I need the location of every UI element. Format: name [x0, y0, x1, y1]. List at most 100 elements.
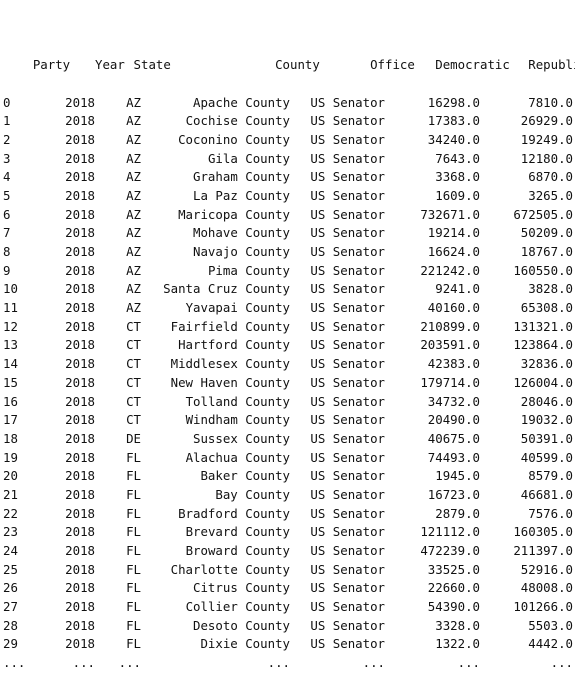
table-row: 17 2018 CT Windham County US Senator 20490.0 1…	[3, 411, 575, 430]
republican-cell: 672505.0	[513, 206, 573, 222]
republican-cell: 46681.0	[520, 486, 573, 502]
ellipsis-cell: ...	[3, 655, 26, 671]
row-index: 4	[3, 169, 11, 185]
county-cell: Mohave County	[193, 225, 290, 241]
republican-cell: 101266.0	[513, 599, 573, 615]
county-cell: Desoto County	[193, 617, 290, 633]
county-cell: La Paz County	[193, 187, 290, 203]
republican-cell: 12180.0	[520, 150, 573, 166]
table-row: 6 2018 AZ Maricopa County US Senator 732671.0…	[3, 206, 575, 225]
state-cell: FL	[126, 580, 141, 596]
row-index: 23	[3, 524, 18, 540]
democratic-cell: 7643.0	[435, 150, 480, 166]
year-cell: 2018	[65, 449, 95, 465]
ellipsis-cell: ...	[72, 655, 95, 671]
office-cell: US Senator	[310, 449, 385, 465]
year-cell: 2018	[65, 374, 95, 390]
state-cell: FL	[126, 524, 141, 540]
republican-cell: 4442.0	[528, 636, 573, 652]
office-cell: US Senator	[310, 225, 385, 241]
year-cell: 2018	[65, 337, 95, 353]
year-cell: 2018	[65, 430, 95, 446]
office-cell: US Senator	[310, 617, 385, 633]
table-row: 13 2018 CT Hartford County US Senator 203591.…	[3, 336, 575, 355]
office-cell: US Senator	[310, 94, 385, 110]
county-cell: Maricopa County	[178, 206, 290, 222]
row-index: 29	[3, 636, 18, 652]
republican-cell: 19249.0	[520, 131, 573, 147]
table-row: 1 2018 AZ Cochise County US Senator 17383.0 26…	[3, 112, 575, 131]
democratic-cell: 22660.0	[427, 580, 480, 596]
table-row: 29 2018 FL Dixie County US Senator 1322.0 4442…	[3, 635, 575, 654]
table-row: 19 2018 FL Alachua County US Senator 74493.0 4…	[3, 449, 575, 468]
republican-cell: 3265.0	[528, 187, 573, 203]
office-cell: US Senator	[310, 430, 385, 446]
office-cell: US Senator	[310, 244, 385, 259]
office-cell: US Senator	[310, 356, 385, 372]
table-row: 7 2018 AZ Mohave County US Senator 19214.0 502…	[3, 224, 575, 243]
state-cell: AZ	[126, 206, 141, 222]
office-cell: US Senator	[310, 300, 385, 316]
row-index: 26	[3, 580, 18, 596]
democratic-cell: 1945.0	[435, 468, 480, 484]
state-cell: CT	[126, 374, 141, 390]
row-index: 0	[3, 94, 11, 110]
year-cell: 2018	[65, 300, 95, 316]
year-cell: 2018	[65, 617, 95, 633]
column-header-state: State	[133, 57, 171, 73]
democratic-cell: 121112.0	[420, 524, 480, 540]
republican-cell: 18767.0	[520, 244, 573, 259]
row-index: 28	[3, 617, 18, 633]
office-cell: US Senator	[310, 318, 385, 334]
table-row: 22 2018 FL Bradford County US Senator 2879.0 7…	[3, 505, 575, 524]
table-row: 27 2018 FL Collier County US Senator 54390.0 1…	[3, 598, 575, 617]
county-cell: Graham County	[193, 169, 290, 185]
table-body: 0 2018 AZ Apache County US Senator 16298.0 781…	[3, 94, 575, 673]
county-cell: Santa Cruz County	[163, 281, 290, 297]
county-cell: Baker County	[200, 468, 290, 484]
democratic-cell: 16298.0	[427, 94, 480, 110]
state-cell: AZ	[126, 244, 141, 259]
table-row: 12 2018 CT Fairfield County US Senator 210899…	[3, 318, 575, 337]
democratic-cell: 20490.0	[427, 412, 480, 428]
column-header-party: Party	[32, 57, 71, 73]
county-cell: Coconino County	[178, 131, 290, 147]
republican-cell: 52916.0	[520, 561, 573, 577]
democratic-cell: 40675.0	[427, 430, 480, 446]
republican-cell: 19032.0	[520, 412, 573, 428]
republican-cell: 28046.0	[520, 393, 573, 409]
year-cell: 2018	[65, 225, 95, 241]
ellipsis-cell: ...	[267, 655, 290, 671]
year-cell: 2018	[65, 281, 95, 297]
table-row: 25 2018 FL Charlotte County US Senator 33525.…	[3, 561, 575, 580]
year-cell: 2018	[65, 524, 95, 540]
row-index: 15	[3, 374, 18, 390]
democratic-cell: 210899.0	[420, 318, 480, 334]
table-row: 16 2018 CT Tolland County US Senator 34732.0 2…	[3, 393, 575, 412]
county-cell: Middlesex County	[170, 356, 290, 372]
ellipsis-cell: ...	[457, 655, 480, 671]
republican-cell: 6870.0	[528, 169, 573, 185]
column-header-republican: Republican	[528, 57, 575, 73]
state-cell: AZ	[126, 262, 141, 278]
democratic-cell: 472239.0	[420, 543, 480, 558]
state-cell: AZ	[126, 150, 141, 166]
county-cell: Brevard County	[185, 524, 290, 540]
row-index: 3	[3, 150, 11, 166]
republican-cell: 50391.0	[520, 430, 573, 446]
office-cell: US Senator	[310, 486, 385, 502]
democratic-cell: 1609.0	[435, 187, 480, 203]
county-cell: Apache County	[193, 94, 290, 110]
county-cell: Pima County	[207, 262, 290, 278]
state-cell: FL	[126, 486, 141, 502]
state-cell: FL	[126, 449, 141, 465]
democratic-cell: 54390.0	[427, 599, 480, 615]
row-index: 20	[3, 468, 18, 484]
state-cell: CT	[126, 337, 141, 353]
state-cell: CT	[126, 356, 141, 372]
democratic-cell: 34732.0	[427, 393, 480, 409]
year-cell: 2018	[65, 244, 95, 259]
county-cell: Navajo County	[193, 244, 290, 259]
year-cell: 2018	[65, 131, 95, 147]
